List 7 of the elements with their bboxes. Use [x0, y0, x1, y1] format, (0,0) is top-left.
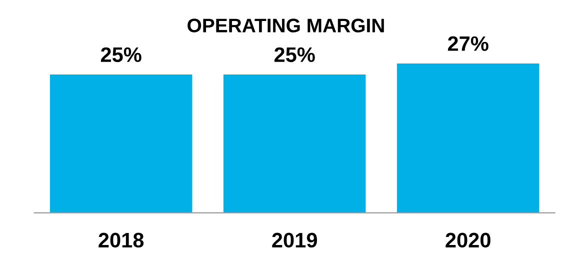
data-label: 25% [100, 47, 142, 62]
x-tick-label: 2019 [272, 232, 317, 248]
chart-title: OPERATING MARGIN [188, 18, 384, 32]
x-tick-label: 2020 [446, 232, 490, 248]
data-label: 25% [274, 47, 315, 62]
x-tick-label: 2018 [98, 232, 144, 248]
data-label: 27% [448, 36, 488, 51]
